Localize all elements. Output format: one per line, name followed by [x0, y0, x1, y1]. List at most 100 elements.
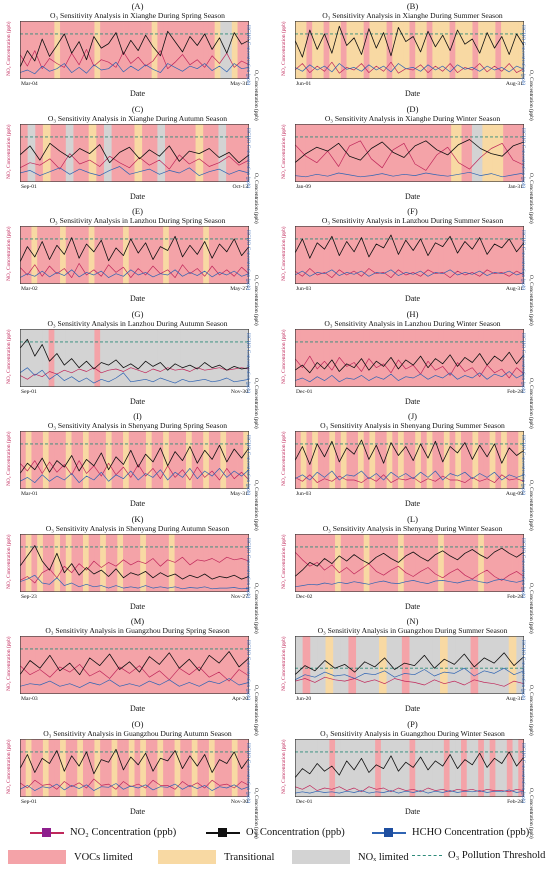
regime-band-trans	[243, 431, 249, 489]
x-tick-start: Jan-09	[296, 183, 311, 190]
regime-band-voc	[495, 533, 502, 592]
regime-band-nox	[163, 328, 170, 387]
regime-band-voc	[77, 21, 84, 79]
chart-panel: (E) O₃ Sensitivity Analysis in Lanzhou Du…	[0, 205, 275, 326]
regime-band-voc	[119, 636, 128, 694]
y-axis-label-no2: NO₂ Concentration (ppb)	[281, 533, 287, 589]
plot-frame	[295, 123, 524, 182]
regime-band-voc	[317, 533, 325, 592]
regime-band-voc	[501, 533, 508, 592]
regime-band-voc	[119, 123, 128, 182]
regime-band-voc	[449, 226, 456, 284]
plot-frame	[295, 328, 524, 387]
regime-band-trans	[352, 21, 359, 79]
regime-band-voc	[478, 226, 485, 284]
regime-band-voc	[48, 21, 55, 79]
regime-band-voc	[60, 431, 67, 489]
regime-band-voc	[220, 533, 227, 592]
regime-band-trans	[82, 533, 90, 592]
regime-band-voc	[168, 226, 175, 284]
regime-band-voc	[443, 226, 450, 284]
regime-band-voc	[210, 123, 219, 182]
x-tick-end: Oct-13	[232, 183, 248, 190]
regime-band-voc	[426, 226, 433, 284]
x-axis-label: Date	[404, 704, 421, 713]
plot-area	[295, 533, 524, 592]
regime-band-voc	[71, 738, 78, 797]
regime-band-voc	[77, 533, 84, 592]
plot-frame	[20, 328, 249, 387]
regime-band-voc	[65, 21, 72, 79]
regime-band-trans	[157, 738, 164, 797]
regime-band-voc	[157, 226, 164, 284]
regime-band-nox	[197, 328, 204, 387]
regime-band-voc	[65, 226, 72, 284]
regime-band-voc	[415, 533, 422, 592]
regime-band-voc	[168, 431, 175, 489]
regime-band-nox	[220, 328, 227, 387]
regime-band-voc	[100, 738, 107, 797]
regime-band-voc	[140, 431, 147, 489]
regime-band-trans	[482, 123, 494, 182]
plot-area	[20, 123, 249, 182]
regime-band-nox	[71, 328, 78, 387]
regime-band-voc	[495, 431, 502, 489]
regime-band-voc	[42, 226, 50, 284]
regime-band-voc	[432, 533, 439, 592]
chart-svg	[295, 21, 524, 79]
x-axis-label: Date	[404, 499, 421, 508]
regime-band-trans	[203, 431, 210, 489]
regime-band-voc	[323, 533, 330, 592]
panel-title: O₃ Sensitivity Analysis in Lanzhou Durin…	[47, 318, 228, 328]
chart-panel: (C) O₃ Sensitivity Analysis in Xianghe Du…	[0, 103, 275, 224]
regime-band-nox	[501, 738, 508, 797]
chart-panel: (L) O₃ Sensitivity Analysis in Shenyang D…	[275, 513, 550, 634]
hcho-series-line	[20, 782, 249, 791]
x-tick-end: Nov-27	[230, 593, 248, 600]
regime-band-trans	[518, 21, 524, 79]
chart-svg	[295, 636, 524, 694]
y-axis-label-hcho: HCHO Concentration (ppb)	[245, 640, 251, 701]
regime-band-voc	[187, 636, 196, 694]
regime-band-voc	[117, 21, 124, 79]
plot-frame	[295, 738, 524, 797]
regime-band-voc	[186, 226, 193, 284]
regime-band-nox	[512, 738, 519, 797]
x-tick-start: Mar-04	[21, 81, 38, 87]
regime-band-nox	[186, 328, 193, 387]
regime-band-voc	[306, 226, 313, 284]
regime-band-trans	[443, 21, 450, 79]
regime-band-trans	[163, 431, 170, 489]
regime-band-voc	[415, 226, 422, 284]
regime-band-voc	[60, 533, 67, 592]
regime-band-voc	[305, 123, 317, 182]
regime-band-voc	[226, 431, 233, 489]
regime-band-voc	[409, 21, 416, 79]
regime-band-trans	[191, 738, 198, 797]
regime-band-voc	[191, 21, 198, 79]
regime-band-voc	[20, 636, 29, 694]
regime-band-voc	[483, 226, 491, 284]
regime-band-voc	[455, 533, 462, 592]
regime-band-voc	[149, 636, 158, 694]
regime-band-voc	[195, 636, 204, 694]
regime-band-nox	[140, 328, 147, 387]
regime-band-voc	[340, 226, 347, 284]
regime-band-voc	[403, 431, 410, 489]
regime-band-voc	[312, 533, 319, 592]
regime-band-nox	[447, 636, 456, 694]
regime-band-voc	[54, 738, 61, 797]
panel-title: O₃ Sensitivity Analysis in Guangzhou Dur…	[43, 728, 232, 738]
regime-band-nox	[424, 636, 433, 694]
regime-band-trans	[461, 21, 468, 79]
regime-band-voc	[226, 226, 233, 284]
regime-band-trans	[380, 21, 388, 79]
regime-band-voc	[375, 226, 382, 284]
regime-band-voc	[409, 226, 416, 284]
hcho-series-line	[20, 165, 249, 176]
regime-band-voc	[409, 738, 416, 797]
regime-band-trans	[340, 431, 347, 489]
regime-band-voc	[409, 533, 416, 592]
regime-band-trans	[42, 738, 50, 797]
x-axis-label: Date	[129, 294, 146, 303]
